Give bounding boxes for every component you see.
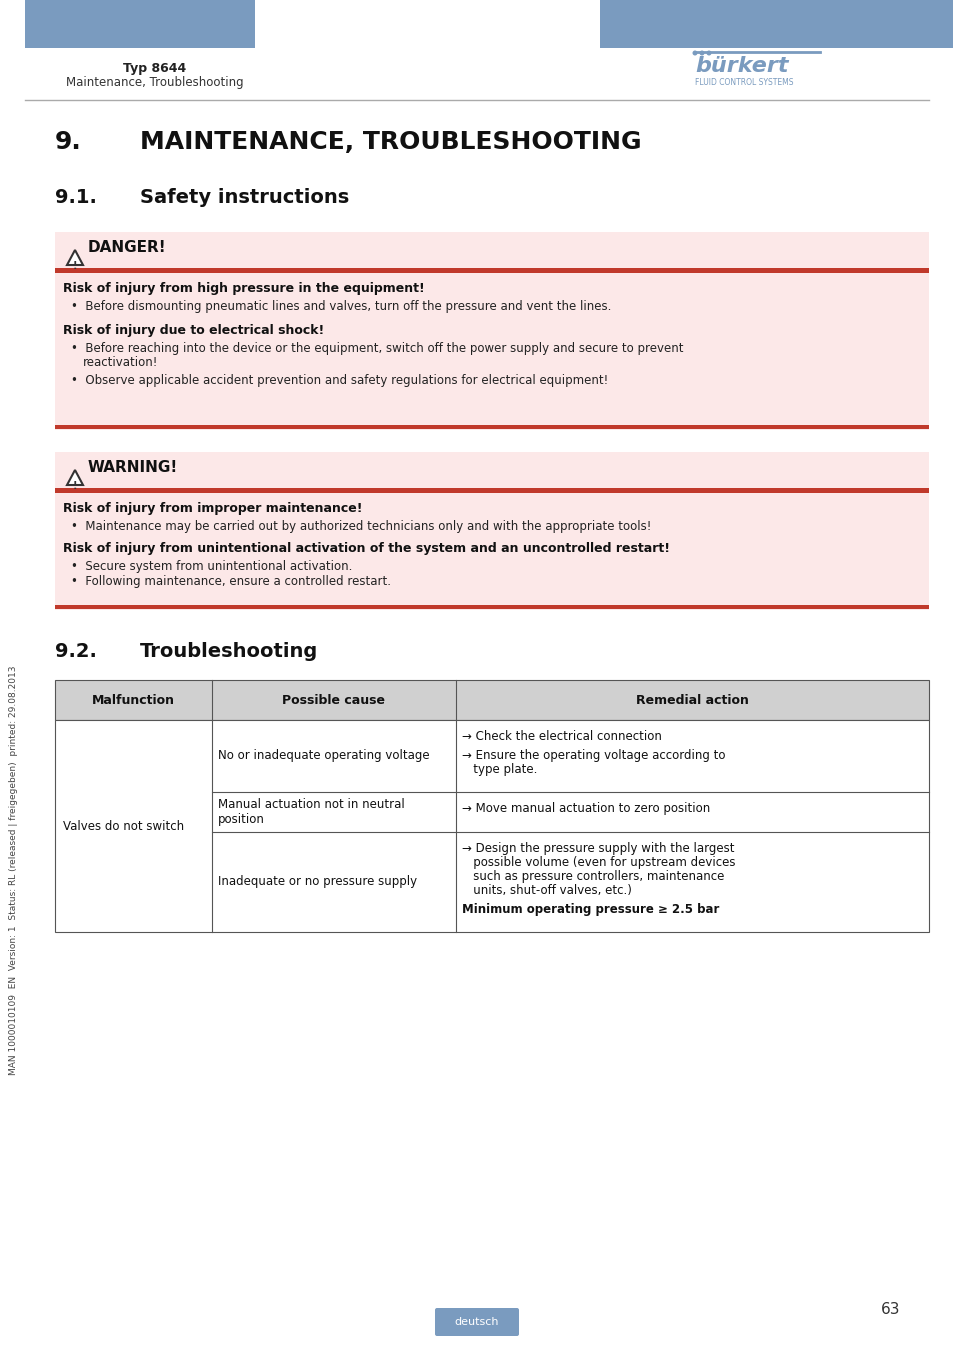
Text: 63: 63 xyxy=(880,1303,899,1318)
FancyBboxPatch shape xyxy=(55,452,928,610)
Text: Minimum operating pressure ≥ 2.5 bar: Minimum operating pressure ≥ 2.5 bar xyxy=(461,903,719,917)
Text: possible volume (even for upstream devices: possible volume (even for upstream devic… xyxy=(461,856,735,869)
Text: DANGER!: DANGER! xyxy=(88,240,167,255)
Text: Manual actuation not in neutral: Manual actuation not in neutral xyxy=(218,798,404,811)
Text: Safety instructions: Safety instructions xyxy=(140,188,349,207)
FancyBboxPatch shape xyxy=(25,0,254,49)
Text: MAINTENANCE, TROUBLESHOOTING: MAINTENANCE, TROUBLESHOOTING xyxy=(140,130,641,154)
Text: !: ! xyxy=(72,481,77,491)
Text: Risk of injury due to electrical shock!: Risk of injury due to electrical shock! xyxy=(63,324,324,338)
Text: → Ensure the operating voltage according to: → Ensure the operating voltage according… xyxy=(461,749,724,761)
Text: deutsch: deutsch xyxy=(455,1318,498,1327)
Text: Valves do not switch: Valves do not switch xyxy=(63,819,184,833)
Text: •  Observe applicable accident prevention and safety regulations for electrical : • Observe applicable accident prevention… xyxy=(71,374,608,387)
Text: 9.: 9. xyxy=(55,130,82,154)
Polygon shape xyxy=(67,470,83,485)
Text: •  Before reaching into the device or the equipment, switch off the power supply: • Before reaching into the device or the… xyxy=(71,342,682,355)
Text: Risk of injury from unintentional activation of the system and an uncontrolled r: Risk of injury from unintentional activa… xyxy=(63,541,669,555)
Text: Possible cause: Possible cause xyxy=(282,694,385,706)
Text: Malfunction: Malfunction xyxy=(91,694,174,706)
Text: No or inadequate operating voltage: No or inadequate operating voltage xyxy=(218,749,429,763)
FancyBboxPatch shape xyxy=(55,605,928,609)
Text: Risk of injury from high pressure in the equipment!: Risk of injury from high pressure in the… xyxy=(63,282,424,296)
Text: Typ 8644: Typ 8644 xyxy=(123,62,187,76)
FancyBboxPatch shape xyxy=(435,1308,518,1336)
FancyBboxPatch shape xyxy=(55,487,928,493)
Text: bürkert: bürkert xyxy=(695,55,788,76)
Text: WARNING!: WARNING! xyxy=(88,460,178,475)
Text: !: ! xyxy=(72,261,77,271)
Text: 9.2.: 9.2. xyxy=(55,643,97,662)
FancyBboxPatch shape xyxy=(599,0,953,49)
Polygon shape xyxy=(67,250,83,265)
Text: FLUID CONTROL SYSTEMS: FLUID CONTROL SYSTEMS xyxy=(695,78,793,86)
Text: → Move manual actuation to zero position: → Move manual actuation to zero position xyxy=(461,802,709,815)
Text: type plate.: type plate. xyxy=(461,763,537,776)
Text: Maintenance, Troubleshooting: Maintenance, Troubleshooting xyxy=(66,76,244,89)
Text: reactivation!: reactivation! xyxy=(83,356,158,369)
Text: → Design the pressure supply with the largest: → Design the pressure supply with the la… xyxy=(461,842,734,855)
Circle shape xyxy=(692,50,697,55)
Circle shape xyxy=(706,50,711,55)
Text: position: position xyxy=(218,813,265,825)
Text: •  Secure system from unintentional activation.: • Secure system from unintentional activ… xyxy=(71,560,352,572)
FancyBboxPatch shape xyxy=(55,232,928,431)
FancyBboxPatch shape xyxy=(55,425,928,429)
Text: •  Maintenance may be carried out by authorized technicians only and with the ap: • Maintenance may be carried out by auth… xyxy=(71,520,651,533)
Text: such as pressure controllers, maintenance: such as pressure controllers, maintenanc… xyxy=(461,869,723,883)
FancyBboxPatch shape xyxy=(55,720,928,932)
Text: units, shut-off valves, etc.): units, shut-off valves, etc.) xyxy=(461,884,631,896)
Text: Inadequate or no pressure supply: Inadequate or no pressure supply xyxy=(218,876,416,888)
FancyBboxPatch shape xyxy=(55,269,928,273)
Text: •  Following maintenance, ensure a controlled restart.: • Following maintenance, ensure a contro… xyxy=(71,575,391,589)
FancyBboxPatch shape xyxy=(55,680,928,720)
Text: MAN 1000010109  EN  Version: 1  Status: RL (released | freigegeben)  printed: 29: MAN 1000010109 EN Version: 1 Status: RL … xyxy=(10,666,18,1075)
Circle shape xyxy=(699,50,703,55)
Text: Troubleshooting: Troubleshooting xyxy=(140,643,318,662)
Text: •  Before dismounting pneumatic lines and valves, turn off the pressure and vent: • Before dismounting pneumatic lines and… xyxy=(71,300,611,313)
Text: → Check the electrical connection: → Check the electrical connection xyxy=(461,730,661,742)
Text: Risk of injury from improper maintenance!: Risk of injury from improper maintenance… xyxy=(63,502,362,514)
Text: 9.1.: 9.1. xyxy=(55,188,97,207)
Text: Remedial action: Remedial action xyxy=(636,694,748,706)
